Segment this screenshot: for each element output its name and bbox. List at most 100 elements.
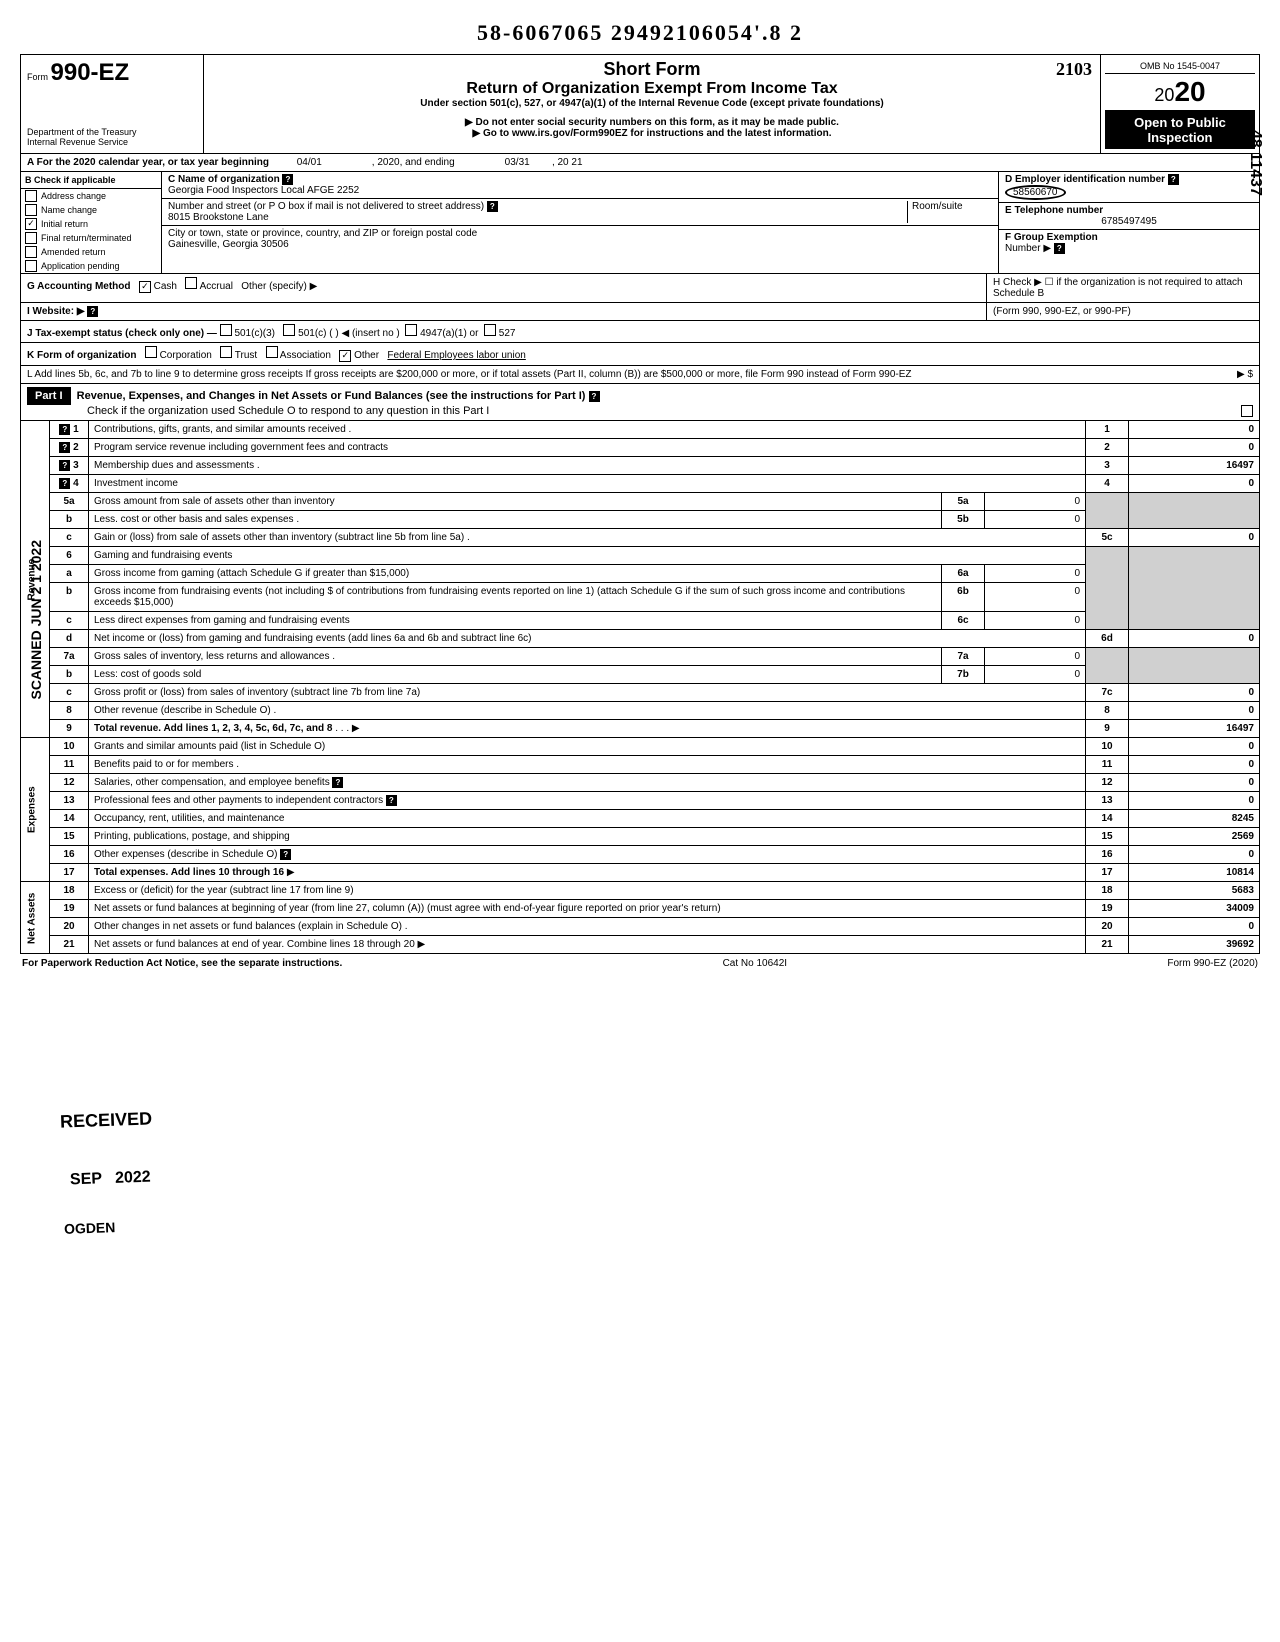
- line-19-amt: 34009: [1129, 900, 1260, 918]
- line-6b-sub: 0: [985, 583, 1086, 612]
- checkbox-name-change[interactable]: [25, 204, 37, 216]
- line-8-amt: 0: [1129, 702, 1260, 720]
- subtitle: Under section 501(c), 527, or 4947(a)(1)…: [212, 98, 1092, 109]
- line-1-desc: Contributions, gifts, grants, and simila…: [89, 421, 1086, 439]
- checkbox-assoc[interactable]: [266, 346, 278, 358]
- open-public-text: Open to Public: [1109, 115, 1251, 130]
- line-7a-sub: 0: [985, 648, 1086, 666]
- d-label: D Employer identification number: [1005, 174, 1165, 185]
- g-label: G Accounting Method: [27, 281, 131, 292]
- line-11-desc: Benefits paid to or for members .: [89, 756, 1086, 774]
- phone: 6785497495: [1005, 216, 1253, 227]
- checkbox-501c[interactable]: [283, 324, 295, 336]
- checkbox-corp[interactable]: [145, 346, 157, 358]
- help-icon[interactable]: ?: [59, 442, 70, 453]
- street: 8015 Brookstone Lane: [168, 212, 269, 223]
- j-label: J Tax-exempt status (check only one) —: [27, 328, 217, 339]
- checkbox-pending[interactable]: [25, 260, 37, 272]
- help-icon[interactable]: ?: [59, 460, 70, 471]
- line-5c-amt: 0: [1129, 529, 1260, 547]
- checkbox-address-change[interactable]: [25, 190, 37, 202]
- line-10-amt: 0: [1129, 738, 1260, 756]
- line-6a-sub: 0: [985, 565, 1086, 583]
- col-b-checkboxes: B Check if applicable Address change Nam…: [21, 172, 162, 273]
- line-8-desc: Other revenue (describe in Schedule O) .: [89, 702, 1086, 720]
- help-icon[interactable]: ?: [282, 174, 293, 185]
- row-i: I Website: ▶ ? (Form 990, 990-EZ, or 990…: [20, 303, 1260, 321]
- checkbox-cash[interactable]: ✓: [139, 281, 151, 293]
- addr-label: Number and street (or P O box if mail is…: [168, 201, 484, 212]
- col-c-org-info: C Name of organization ? Georgia Food In…: [162, 172, 999, 273]
- help-icon[interactable]: ?: [87, 306, 98, 317]
- help-icon[interactable]: ?: [280, 849, 291, 860]
- line-9-amt: 16497: [1129, 720, 1260, 738]
- city: Gainesville, Georgia 30506: [168, 239, 289, 250]
- handwritten-code: 2103: [701, 59, 1093, 80]
- line-14-amt: 8245: [1129, 810, 1260, 828]
- line-5a-sub: 0: [985, 493, 1086, 511]
- checkbox-initial-return[interactable]: ✓: [25, 218, 37, 230]
- row-g: G Accounting Method ✓ Cash Accrual Other…: [21, 274, 986, 302]
- checkbox-final-return[interactable]: [25, 232, 37, 244]
- checkbox-schedule-o[interactable]: [1241, 405, 1253, 417]
- line-16-desc: Other expenses (describe in Schedule O): [94, 849, 277, 860]
- line-10-desc: Grants and similar amounts paid (list in…: [89, 738, 1086, 756]
- ogden-stamp: OGDEN: [64, 1219, 116, 1237]
- checkbox-trust[interactable]: [220, 346, 232, 358]
- checkbox-accrual[interactable]: [185, 277, 197, 289]
- k-other: Other: [354, 350, 379, 361]
- help-icon[interactable]: ?: [487, 201, 498, 212]
- checkbox-amended[interactable]: [25, 246, 37, 258]
- help-icon[interactable]: ?: [1168, 174, 1179, 185]
- footer-center: Cat No 10642I: [723, 958, 788, 969]
- line-15-desc: Printing, publications, postage, and shi…: [89, 828, 1086, 846]
- b-item-amended: Amended return: [41, 247, 106, 257]
- line-7c-desc: Gross profit or (loss) from sales of inv…: [89, 684, 1086, 702]
- checkbox-other[interactable]: ✓: [339, 350, 351, 362]
- line-7a-desc: Gross sales of inventory, less returns a…: [89, 648, 942, 666]
- line-17-amt: 10814: [1129, 864, 1260, 882]
- l-arrow: ▶ $: [1237, 369, 1253, 380]
- line-7b-desc: Less: cost of goods sold: [89, 666, 942, 684]
- g-cash: Cash: [154, 281, 177, 292]
- warning-2: ▶ Go to www.irs.gov/Form990EZ for instru…: [212, 128, 1092, 139]
- irs-label: Internal Revenue Service: [27, 137, 197, 147]
- part1-label: Part I: [27, 387, 71, 405]
- help-icon[interactable]: ?: [386, 795, 397, 806]
- checkbox-4947[interactable]: [405, 324, 417, 336]
- help-icon[interactable]: ?: [59, 424, 70, 435]
- omb-number: OMB No 1545-0047: [1105, 59, 1255, 74]
- row-a-end-month: 03/31: [505, 157, 530, 168]
- inspection-text: Inspection: [1109, 130, 1251, 145]
- help-icon[interactable]: ?: [589, 391, 600, 402]
- row-j: J Tax-exempt status (check only one) — 5…: [20, 321, 1260, 343]
- line-17-desc: Total expenses. Add lines 10 through 16: [94, 867, 284, 878]
- line-13-amt: 0: [1129, 792, 1260, 810]
- sep-stamp: SEP 2022: [70, 1169, 151, 1190]
- checkbox-527[interactable]: [484, 324, 496, 336]
- k-trust: Trust: [235, 350, 257, 361]
- part1-header: Part I Revenue, Expenses, and Changes in…: [20, 384, 1260, 421]
- line-6b-desc: Gross income from fundraising events (no…: [89, 583, 942, 612]
- checkbox-501c3[interactable]: [220, 324, 232, 336]
- help-icon[interactable]: ?: [59, 478, 70, 489]
- b-label: B Check if applicable: [25, 175, 116, 185]
- line-5b-desc: Less. cost or other basis and sales expe…: [89, 511, 942, 529]
- form-header-left: Form 990-EZ Department of the Treasury I…: [21, 55, 204, 153]
- f-label: F Group Exemption: [1005, 232, 1098, 243]
- line-14-desc: Occupancy, rent, utilities, and maintena…: [89, 810, 1086, 828]
- header-id-numbers: 58-6067065 29492106054'.8 2: [20, 20, 1260, 46]
- help-icon[interactable]: ?: [332, 777, 343, 788]
- line-2-amt: 0: [1129, 439, 1260, 457]
- line-6c-sub: 0: [985, 612, 1086, 630]
- line-12-amt: 0: [1129, 774, 1260, 792]
- line-5c-desc: Gain or (loss) from sale of assets other…: [89, 529, 1086, 547]
- part1-title: Revenue, Expenses, and Changes in Net As…: [77, 390, 586, 402]
- line-3-desc: Membership dues and assessments .: [89, 457, 1086, 475]
- form-header: Form 990-EZ Department of the Treasury I…: [20, 54, 1260, 154]
- help-icon[interactable]: ?: [1054, 243, 1065, 254]
- line-1-amt: 0: [1129, 421, 1260, 439]
- row-a-mid: , 2020, and ending: [372, 157, 455, 168]
- row-a-end-year: , 20 21: [552, 157, 583, 168]
- warning-1: ▶ Do not enter social security numbers o…: [212, 117, 1092, 128]
